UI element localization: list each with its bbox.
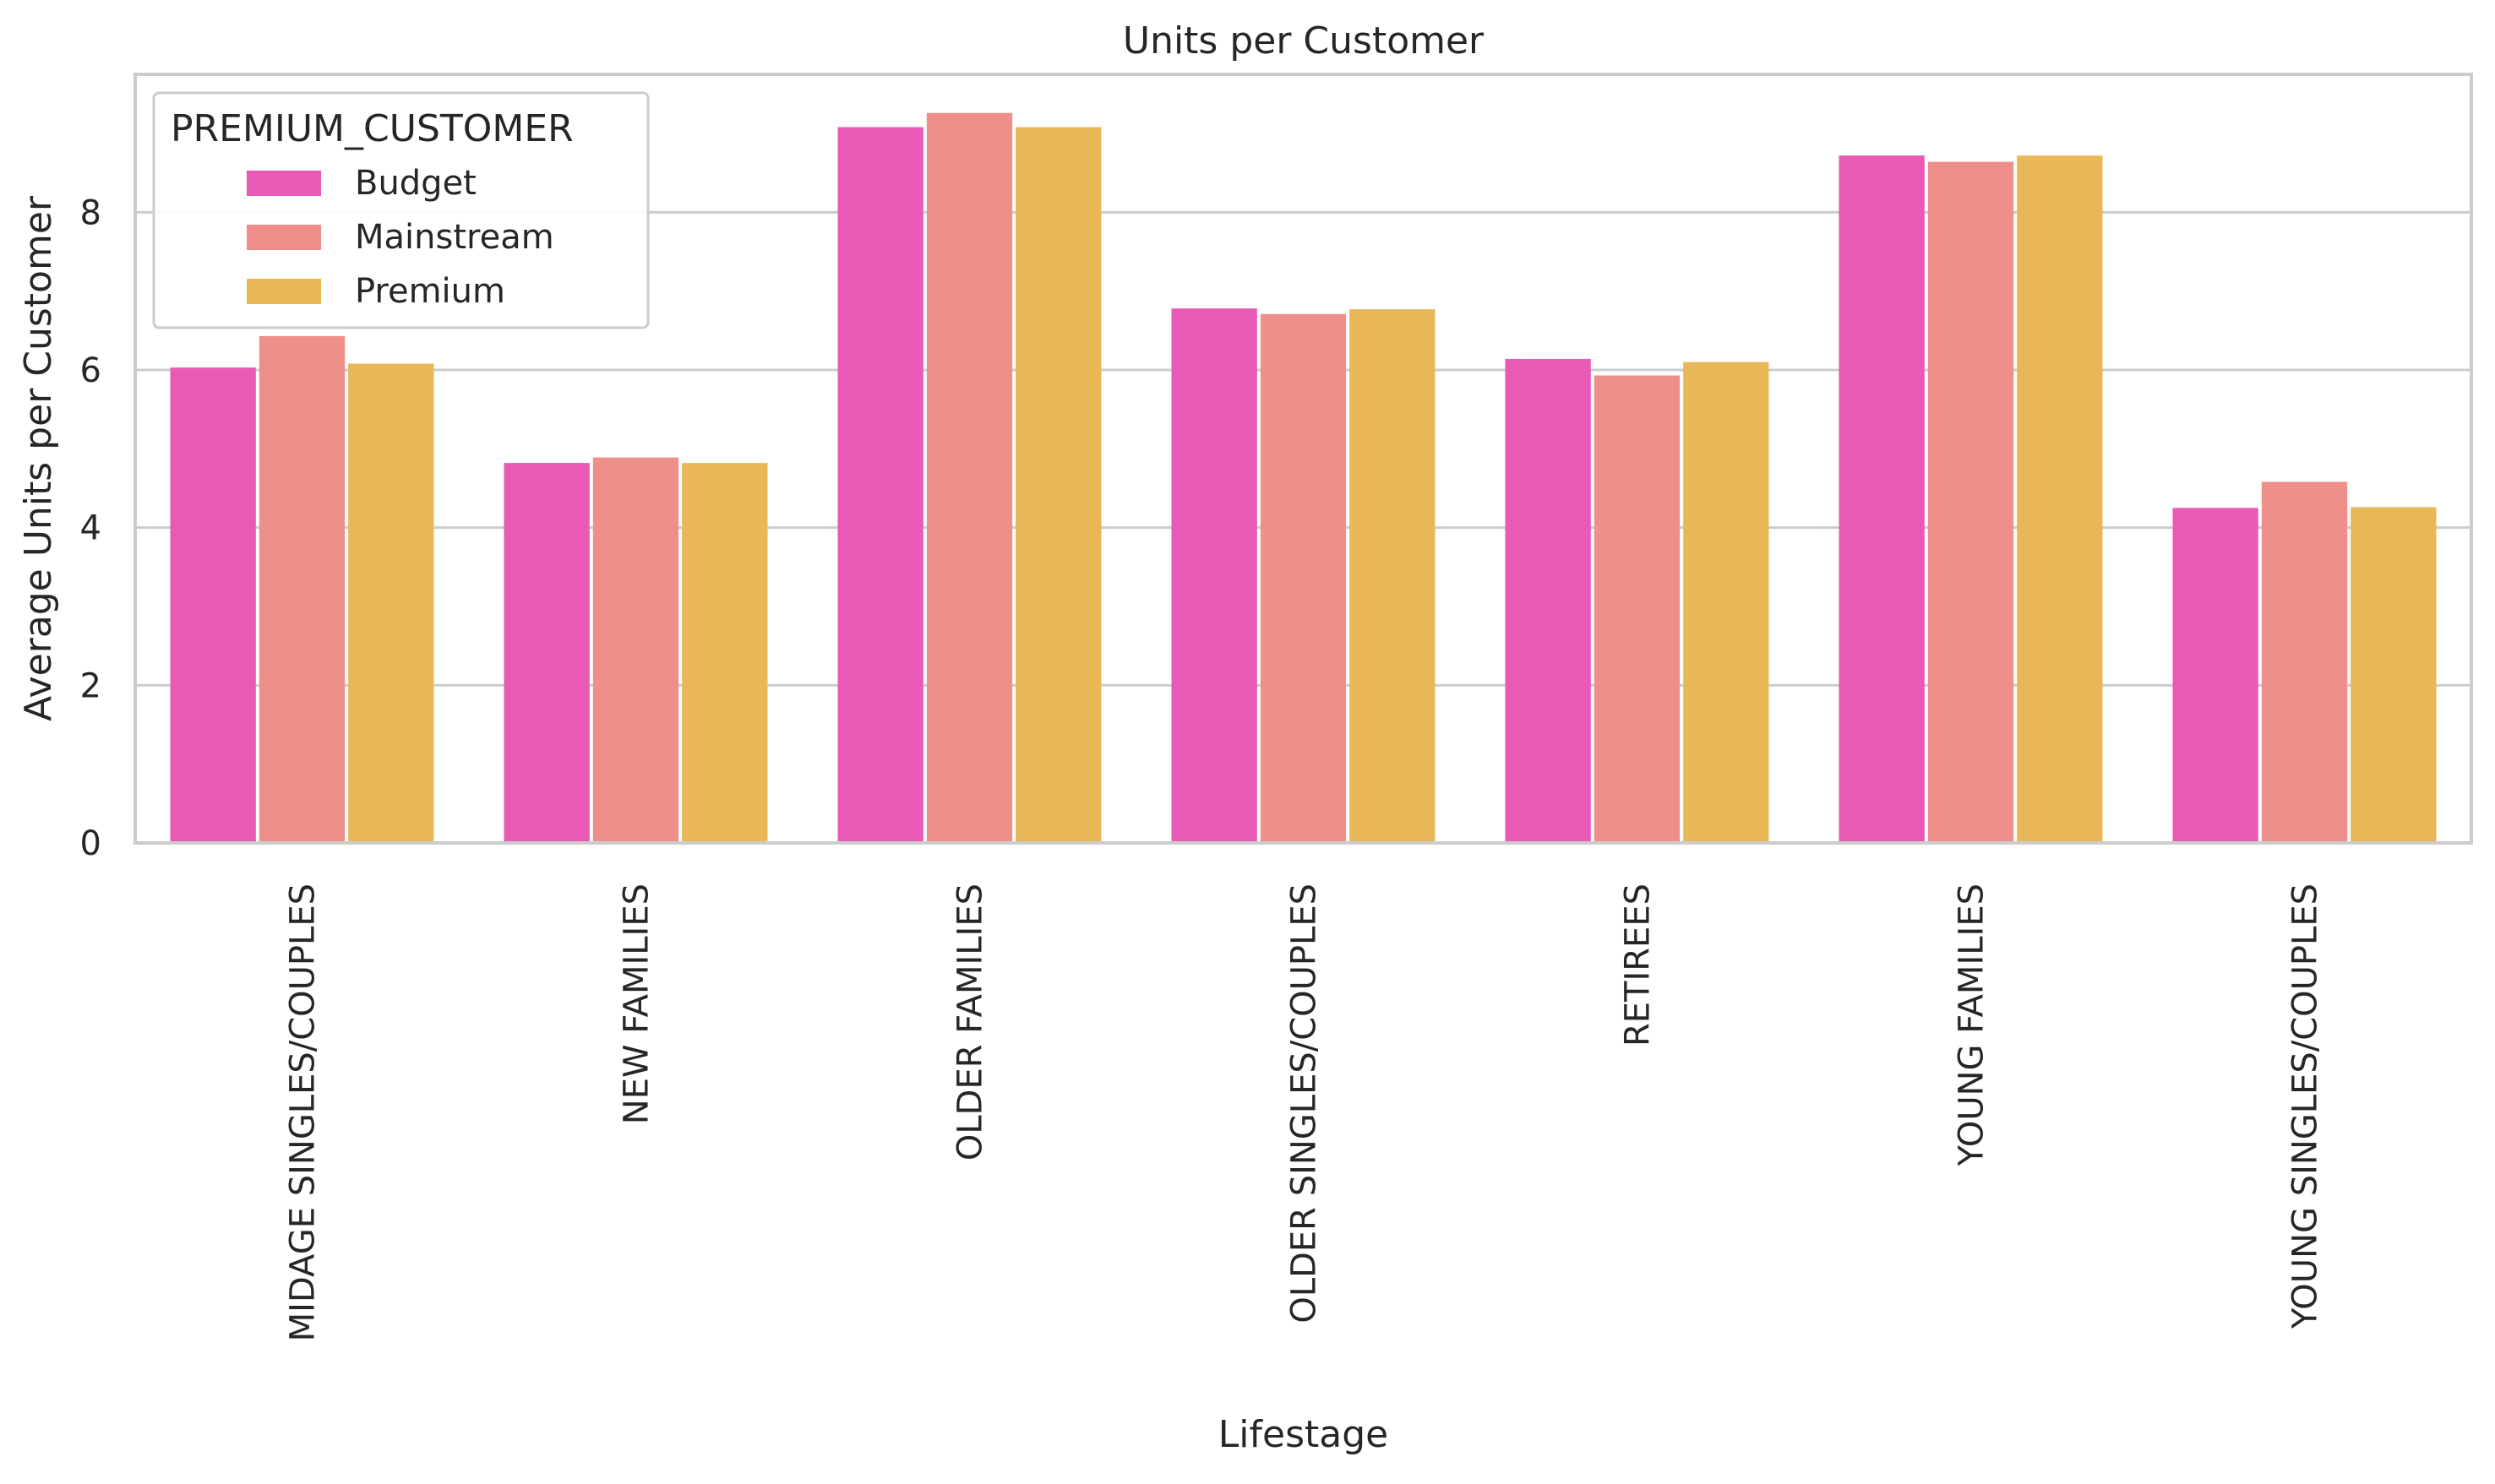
bar — [837, 127, 923, 844]
bar — [1593, 375, 1681, 843]
bar — [1349, 309, 1435, 844]
bar — [1171, 308, 1257, 843]
x-tick-label: OLDER SINGLES/COUPLES — [1285, 883, 1324, 1324]
bar — [1505, 358, 1591, 843]
x-tick-labels: MIDAGE SINGLES/COUPLES NEW FAMILIES OLDER … — [284, 883, 2325, 1341]
x-tick-label: OLDER FAMILIES — [951, 883, 990, 1161]
bar — [2351, 507, 2437, 843]
bar — [1260, 313, 1347, 843]
x-tick-label: MIDAGE SINGLES/COUPLES — [284, 883, 323, 1341]
legend: PREMIUM_CUSTOMER Budget Mainstream Premium — [152, 91, 650, 329]
bar — [170, 367, 256, 843]
bar — [1927, 161, 2014, 844]
x-tick-label: NEW FAMILIES — [618, 883, 656, 1124]
legend-swatch — [247, 225, 321, 250]
legend-label: Mainstream — [355, 218, 554, 257]
y-tick-label: 0 — [80, 824, 101, 863]
bar — [1683, 361, 1769, 844]
bars — [170, 112, 2437, 844]
x-tick-label: RETIREES — [1619, 883, 1658, 1046]
bar — [504, 463, 590, 843]
legend-swatch — [247, 279, 321, 304]
x-tick-label: YOUNG SINGLES/COUPLES — [2286, 883, 2325, 1329]
bar — [682, 463, 768, 843]
bar — [2017, 155, 2103, 844]
bar — [348, 363, 434, 843]
bar — [259, 335, 346, 843]
x-tick-label: YOUNG FAMILIES — [1953, 883, 1991, 1166]
y-tick-label: 8 — [80, 193, 101, 232]
legend-box — [152, 91, 650, 329]
bar — [592, 457, 679, 843]
y-axis-label: Average Units per Customer — [17, 195, 60, 721]
bar — [926, 112, 1013, 843]
legend-label: Premium — [355, 272, 505, 311]
y-tick-label: 2 — [80, 666, 101, 705]
y-tick-labels: 0 2 4 6 8 — [80, 193, 101, 863]
x-axis-label: Lifestage — [1218, 1413, 1388, 1456]
bar — [2172, 508, 2258, 843]
legend-swatch — [247, 171, 321, 196]
legend-title: PREMIUM_CUSTOMER — [171, 107, 574, 150]
bar — [1016, 127, 1102, 844]
bar — [1839, 155, 1925, 844]
legend-label: Budget — [355, 164, 477, 203]
y-tick-label: 6 — [80, 351, 101, 390]
y-tick-label: 4 — [80, 509, 101, 548]
chart-title: Units per Customer — [1123, 19, 1484, 63]
plot-frame — [133, 73, 2473, 845]
bar — [2261, 481, 2348, 843]
